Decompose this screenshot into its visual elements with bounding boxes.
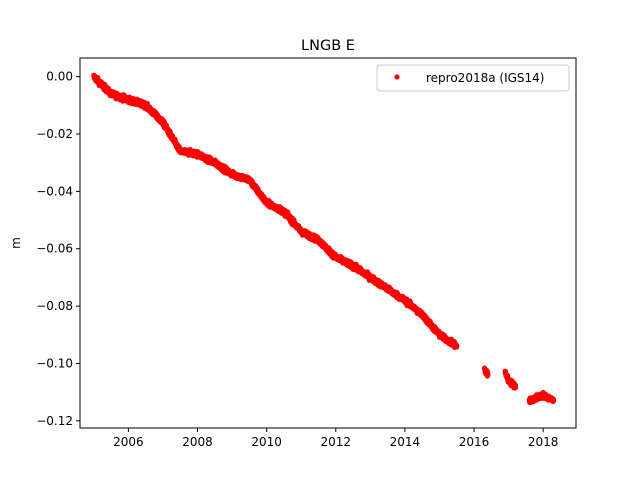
x-axis: 2006 2008 2010 2012 2014 2016 2018 (113, 428, 558, 449)
data-point (454, 343, 460, 349)
x-tick-label: 2008 (182, 435, 213, 449)
legend-marker (394, 74, 400, 80)
data-point (485, 372, 491, 378)
x-tick-label: 2016 (459, 435, 490, 449)
plot-frame (79, 57, 577, 429)
legend: repro2018a (IGS14) (376, 64, 570, 92)
chart-title: LNGB E (301, 38, 355, 54)
y-tick-label: −0.04 (36, 184, 73, 198)
y-tick-label: −0.12 (36, 414, 73, 428)
data-point (512, 383, 519, 390)
x-tick-label: 2006 (113, 435, 144, 449)
legend-label: repro2018a (IGS14) (426, 71, 544, 85)
legend-box (376, 64, 570, 92)
x-tick-label: 2010 (251, 435, 282, 449)
y-tick-label: −0.02 (36, 127, 73, 141)
x-tick-label: 2018 (528, 435, 559, 449)
y-axis-label: m (9, 237, 23, 249)
data-points (91, 72, 557, 406)
y-tick-label: −0.10 (36, 356, 73, 370)
x-tick-label: 2012 (321, 435, 352, 449)
y-axis: 0.00 −0.02 −0.04 −0.06 −0.08 −0.10 −0.12 (36, 70, 80, 428)
x-tick-label: 2014 (390, 435, 421, 449)
y-tick-label: 0.00 (46, 70, 73, 84)
y-tick-label: −0.06 (36, 242, 73, 256)
y-tick-label: −0.08 (36, 299, 73, 313)
data-point (550, 398, 557, 404)
